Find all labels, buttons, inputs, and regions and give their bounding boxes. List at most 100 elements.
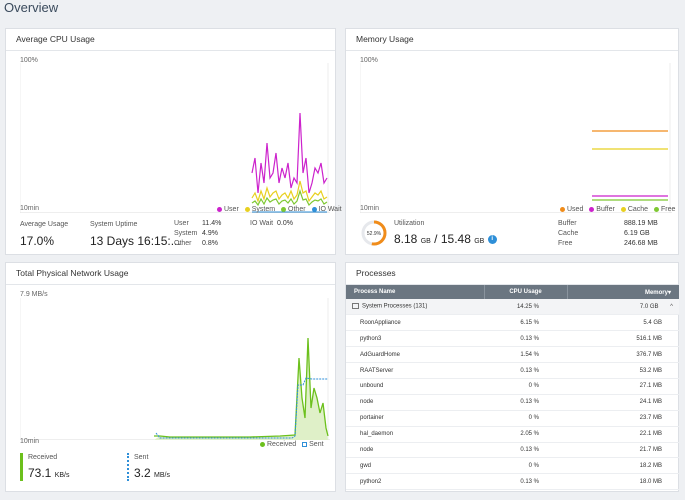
process-memory: 27.1 MB [567,378,679,395]
process-group-row[interactable]: System Processes (131) 14.25 % 7.0 GB ^ [346,299,679,316]
network-y-max-label: 7.9 MB/s [20,291,48,298]
process-row[interactable]: gwd 0 % 18.2 MB [346,457,679,475]
process-cpu: 0 % [484,378,567,395]
uptime-label: System Uptime [90,221,138,228]
process-name: hal_daemon [346,426,484,443]
process-name: python3 [346,330,484,348]
col-memory-label: Memory [644,289,668,296]
cpu-other-series [251,189,328,207]
col-cpu-usage[interactable]: CPU Usage [484,285,568,299]
col-process-name[interactable]: Process Name [346,285,485,299]
page-title: Overview [4,0,59,15]
received-unit: KB/s [54,472,70,479]
value-separator: / [434,232,438,246]
cpu-chart [20,63,330,213]
network-chart [20,298,330,440]
user-label: User [174,220,189,227]
process-row[interactable]: unbound 0 % 27.1 MB [346,378,679,395]
legend-used: Used [567,206,584,213]
memory-legend: Used Buffer Cache Free [556,206,675,213]
network-panel: Total Physical Network Usage 7.9 MB/s 10… [5,262,336,492]
process-name: python2 [346,473,484,491]
buffer-label: Buffer [558,220,577,227]
network-received-area [154,338,328,440]
legend-sent: Sent [309,441,324,448]
process-name: node [346,394,484,411]
collapse-icon[interactable]: ^ [670,303,673,310]
process-cpu: 1.54 % [484,346,567,364]
system-value: 4.9% [202,230,218,237]
process-memory: 5.4 GB [567,314,679,332]
process-cpu: 0.13 % [484,362,567,379]
network-panel-title: Total Physical Network Usage [6,263,335,285]
legend-cache: Cache [627,206,649,213]
process-name: RoonAppliance [346,314,484,332]
memory-panel: Memory Usage 100% 10min Used Buffer Cach… [345,28,679,255]
processes-table: Process Name CPU Usage Memory▾ System Pr… [346,285,679,491]
process-memory: 516.1 MB [567,330,679,348]
info-icon[interactable]: i [487,235,497,245]
cpu-x-label: 10min [20,205,40,212]
cache-label: Cache [558,230,579,237]
sent-unit: MB/s [154,472,170,479]
process-memory: 21.7 MB [567,442,679,459]
process-name: node [346,442,484,459]
received-value: 73.1 [28,466,52,480]
process-row[interactable]: python2 0.13 % 18.0 MB [346,473,679,491]
process-cpu: 0.13 % [484,473,567,491]
sent-label: Sent [134,454,149,461]
legend-other: Other [288,206,306,213]
total-unit: GB [474,238,485,245]
utilization-label: Utilization [394,220,425,227]
process-row[interactable]: AdGuardHome 1.54 % 376.7 MB [346,346,679,364]
received-bar [20,453,23,481]
legend-user: User [224,206,239,213]
io-wait-label: IO Wait [250,220,274,227]
used-value: 8.18 [394,232,418,246]
memory-x-label: 10min [360,205,380,212]
sent-bar [127,453,129,481]
memory-utilization-value: 8.18 GB / 15.48 GB i [394,232,497,246]
process-cpu: 0.13 % [484,442,567,459]
process-memory: 53.2 MB [567,362,679,379]
process-cpu: 0 % [484,410,567,427]
process-memory: 24.1 MB [567,394,679,411]
process-memory: 18.0 MB [567,473,679,491]
process-row[interactable]: RAATServer 0.13 % 53.2 MB [346,362,679,379]
legend-buffer: Buffer [596,206,615,213]
process-memory: 376.7 MB [567,346,679,364]
process-row[interactable]: hal_daemon 2.05 % 22.1 MB [346,426,679,443]
process-name: AdGuardHome [346,346,484,364]
user-value: 11.4% [202,220,222,227]
process-row[interactable]: portainer 0 % 23.7 MB [346,410,679,427]
process-cpu: 0.13 % [484,330,567,348]
group-name: System Processes (131) [362,303,428,310]
io-wait-value: 0.0% [277,220,293,227]
memory-y-max-label: 100% [360,57,378,64]
cpu-user-series [251,112,328,194]
process-row[interactable]: node 0.13 % 21.7 MB [346,442,679,459]
avg-usage-value: 17.0% [20,234,55,248]
group-memory-cell: 7.0 GB ^ [567,299,679,316]
process-cpu: 0 % [484,457,567,475]
memory-panel-title: Memory Usage [346,29,678,51]
process-cpu: 0.13 % [484,394,567,411]
process-row[interactable]: node 0.13 % 24.1 MB [346,394,679,411]
process-row[interactable]: RoonAppliance 6.15 % 5.4 GB [346,314,679,332]
process-name: gwd [346,457,484,475]
processes-panel: Processes Process Name CPU Usage Memory▾… [345,262,679,492]
gauge-label: 52.9% [367,231,382,237]
col-memory[interactable]: Memory▾ [567,285,679,299]
avg-usage-label: Average Usage [20,221,69,228]
cpu-panel: Average CPU Usage 100% 10min User System… [5,28,342,255]
process-cpu: 2.05 % [484,426,567,443]
received-label: Received [28,454,58,461]
legend-system: System [251,206,276,213]
network-legend: Received Sent [256,441,324,448]
group-cpu: 14.25 % [484,299,567,316]
system-processes-icon [352,303,359,310]
process-memory: 22.1 MB [567,426,679,443]
process-row[interactable]: python3 0.13 % 516.1 MB [346,330,679,348]
other-value: 0.8% [202,240,218,247]
sent-value: 3.2 [134,466,151,480]
